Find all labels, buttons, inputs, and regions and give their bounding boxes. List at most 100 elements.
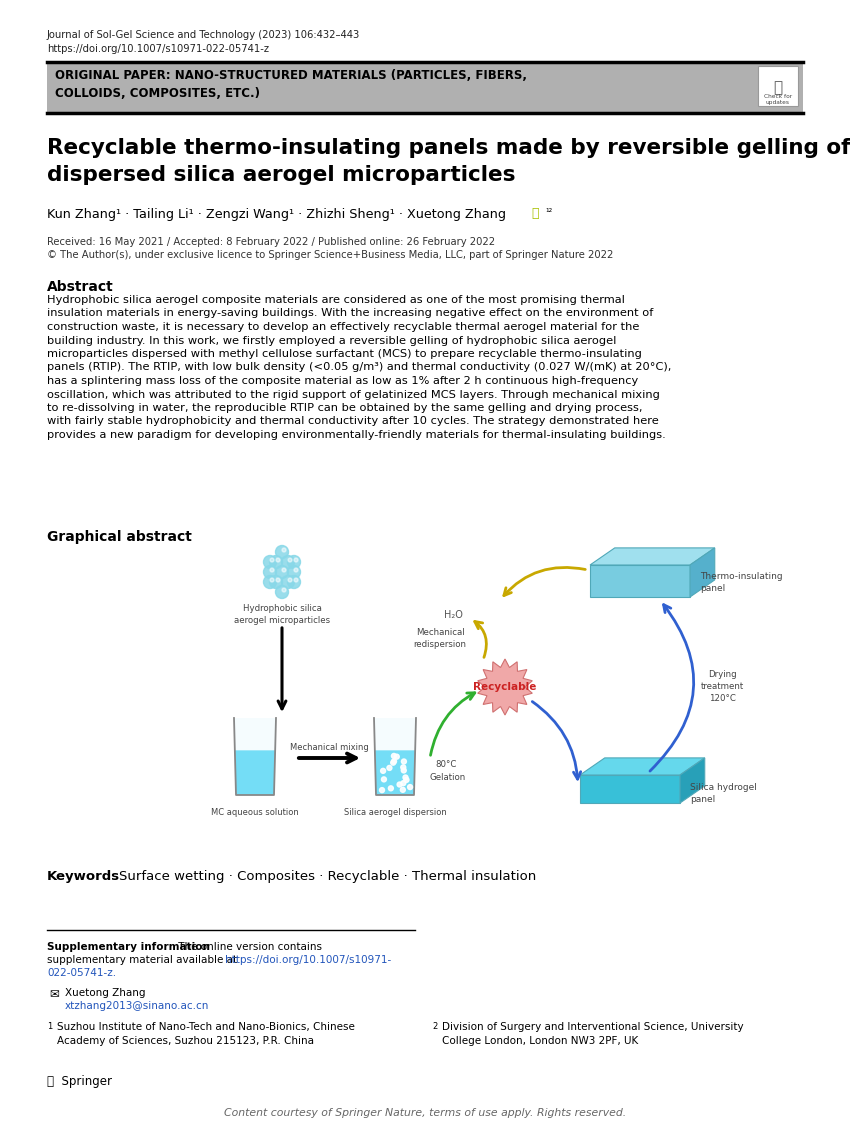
Text: Drying
treatment: Drying treatment xyxy=(700,669,744,691)
Polygon shape xyxy=(374,718,416,795)
Circle shape xyxy=(282,588,286,592)
Text: 1: 1 xyxy=(47,1022,52,1031)
Text: supplementary material available at: supplementary material available at xyxy=(47,955,241,965)
Circle shape xyxy=(401,759,406,764)
Text: https://doi.org/10.1007/s10971-022-05741-z: https://doi.org/10.1007/s10971-022-05741… xyxy=(47,44,269,54)
Text: 80°C: 80°C xyxy=(435,760,456,769)
Text: Xuetong Zhang: Xuetong Zhang xyxy=(65,988,145,998)
Circle shape xyxy=(270,578,274,583)
Circle shape xyxy=(282,548,286,552)
Circle shape xyxy=(391,760,396,765)
Circle shape xyxy=(270,568,274,572)
Circle shape xyxy=(287,576,301,588)
Circle shape xyxy=(388,786,394,790)
Text: ✉: ✉ xyxy=(49,988,59,1001)
Text: Thermo-insulating
panel: Thermo-insulating panel xyxy=(700,572,783,593)
Text: Gelation: Gelation xyxy=(430,773,466,782)
Text: Supplementary information: Supplementary information xyxy=(47,942,210,952)
Circle shape xyxy=(287,555,301,569)
Circle shape xyxy=(294,558,298,562)
Circle shape xyxy=(400,787,405,793)
Text: construction waste, it is necessary to develop an effectively recyclable thermal: construction waste, it is necessary to d… xyxy=(47,322,639,332)
Circle shape xyxy=(288,578,292,583)
Bar xyxy=(758,65,798,106)
Circle shape xyxy=(264,555,276,569)
Text: Graphical abstract: Graphical abstract xyxy=(47,530,192,544)
Circle shape xyxy=(288,558,292,562)
Circle shape xyxy=(397,782,402,787)
Circle shape xyxy=(401,780,405,786)
Circle shape xyxy=(387,765,392,770)
Polygon shape xyxy=(690,548,715,597)
Text: MC aqueous solution: MC aqueous solution xyxy=(211,808,299,817)
Circle shape xyxy=(270,558,274,562)
Text: oscillation, which was attributed to the rigid support of gelatinized MCS layers: oscillation, which was attributed to the… xyxy=(47,390,660,400)
Text: microparticles dispersed with methyl cellulose surfactant (MCS) to prepare recyc: microparticles dispersed with methyl cel… xyxy=(47,349,642,359)
Text: Recyclable thermo-insulating panels made by reversible gelling of
dispersed sili: Recyclable thermo-insulating panels made… xyxy=(47,138,850,185)
Text: Recyclable: Recyclable xyxy=(473,682,536,692)
Text: Kun Zhang¹ · Tailing Li¹ · Zengzi Wang¹ · Zhizhi Sheng¹ · Xuetong Zhang: Kun Zhang¹ · Tailing Li¹ · Zengzi Wang¹ … xyxy=(47,208,510,221)
Circle shape xyxy=(269,555,282,569)
Circle shape xyxy=(275,545,288,559)
Text: Hydrophobic silica aerogel composite materials are considered as one of the most: Hydrophobic silica aerogel composite mat… xyxy=(47,295,625,305)
Text: insulation materials in energy-saving buildings. With the increasing negative ef: insulation materials in energy-saving bu… xyxy=(47,308,654,318)
Polygon shape xyxy=(580,758,705,774)
Polygon shape xyxy=(590,564,690,597)
Polygon shape xyxy=(580,774,680,803)
Text: Silica aerogel dispersion: Silica aerogel dispersion xyxy=(343,808,446,817)
Circle shape xyxy=(403,774,408,780)
Circle shape xyxy=(264,576,276,588)
Text: ¹²: ¹² xyxy=(545,208,552,217)
Circle shape xyxy=(275,586,288,598)
Text: Ⓜ: Ⓜ xyxy=(774,80,783,95)
Text: Suzhou Institute of Nano-Tech and Nano-Bionics, Chinese
Academy of Sciences, Suz: Suzhou Institute of Nano-Tech and Nano-B… xyxy=(57,1022,355,1045)
Text: H₂O: H₂O xyxy=(444,610,462,620)
Circle shape xyxy=(281,555,294,569)
Text: https://doi.org/10.1007/s10971-: https://doi.org/10.1007/s10971- xyxy=(225,955,391,965)
Text: Check for
updates: Check for updates xyxy=(764,94,792,105)
Polygon shape xyxy=(235,751,275,795)
Bar xyxy=(47,63,803,113)
Circle shape xyxy=(281,576,294,588)
Circle shape xyxy=(382,777,387,782)
Polygon shape xyxy=(478,659,532,715)
Circle shape xyxy=(407,785,412,789)
Text: to re-dissolving in water, the reproducible RTIP can be obtained by the same gel: to re-dissolving in water, the reproduci… xyxy=(47,403,643,413)
Text: ⓘ: ⓘ xyxy=(531,207,539,220)
Text: provides a new paradigm for developing environmentally-friendly materials for th: provides a new paradigm for developing e… xyxy=(47,430,666,440)
Circle shape xyxy=(400,764,405,770)
Circle shape xyxy=(276,558,280,562)
Text: with fairly stable hydrophobicity and thermal conductivity after 10 cycles. The : with fairly stable hydrophobicity and th… xyxy=(47,417,659,427)
Circle shape xyxy=(282,568,286,572)
Text: 022-05741-z.: 022-05741-z. xyxy=(47,968,116,978)
Polygon shape xyxy=(234,718,276,795)
Text: © The Author(s), under exclusive licence to Springer Science+Business Media, LLC: © The Author(s), under exclusive licence… xyxy=(47,250,614,260)
Text: has a splintering mass loss of the composite material as low as 1% after 2 h con: has a splintering mass loss of the compo… xyxy=(47,376,638,386)
Circle shape xyxy=(379,788,384,793)
Circle shape xyxy=(287,566,301,578)
Text: ORIGINAL PAPER: NANO-STRUCTURED MATERIALS (PARTICLES, FIBERS,
COLLOIDS, COMPOSIT: ORIGINAL PAPER: NANO-STRUCTURED MATERIAL… xyxy=(55,69,527,100)
Text: building industry. In this work, we firstly employed a reversible gelling of hyd: building industry. In this work, we firs… xyxy=(47,335,616,345)
Polygon shape xyxy=(375,751,415,795)
Text: Content courtesy of Springer Nature, terms of use apply. Rights reserved.: Content courtesy of Springer Nature, ter… xyxy=(224,1108,626,1118)
Circle shape xyxy=(392,759,397,764)
Text: Received: 16 May 2021 / Accepted: 8 February 2022 / Published online: 26 Februar: Received: 16 May 2021 / Accepted: 8 Febr… xyxy=(47,237,495,247)
Circle shape xyxy=(294,568,298,572)
Text: Mechanical mixing: Mechanical mixing xyxy=(290,743,368,752)
Circle shape xyxy=(392,753,396,759)
Text: 120°C: 120°C xyxy=(709,694,735,703)
Circle shape xyxy=(394,754,400,759)
Circle shape xyxy=(276,578,280,583)
Text: Journal of Sol-Gel Science and Technology (2023) 106:432–443: Journal of Sol-Gel Science and Technolog… xyxy=(47,30,360,40)
Text: Mechanical
redispersion: Mechanical redispersion xyxy=(413,628,467,649)
Text: Hydrophobic silica
aerogel microparticles: Hydrophobic silica aerogel microparticle… xyxy=(234,604,330,624)
Text: Division of Surgery and Interventional Science, University
College London, Londo: Division of Surgery and Interventional S… xyxy=(442,1022,744,1045)
Circle shape xyxy=(294,578,298,583)
Circle shape xyxy=(275,566,288,578)
Text: panels (RTIP). The RTIP, with low bulk density (<0.05 g/m³) and thermal conducti: panels (RTIP). The RTIP, with low bulk d… xyxy=(47,362,672,373)
Text: Ⓢ  Springer: Ⓢ Springer xyxy=(47,1075,112,1088)
Text: Keywords: Keywords xyxy=(47,870,120,883)
Text: Silica hydrogel
panel: Silica hydrogel panel xyxy=(690,784,756,804)
Circle shape xyxy=(401,768,406,773)
Polygon shape xyxy=(680,758,705,803)
